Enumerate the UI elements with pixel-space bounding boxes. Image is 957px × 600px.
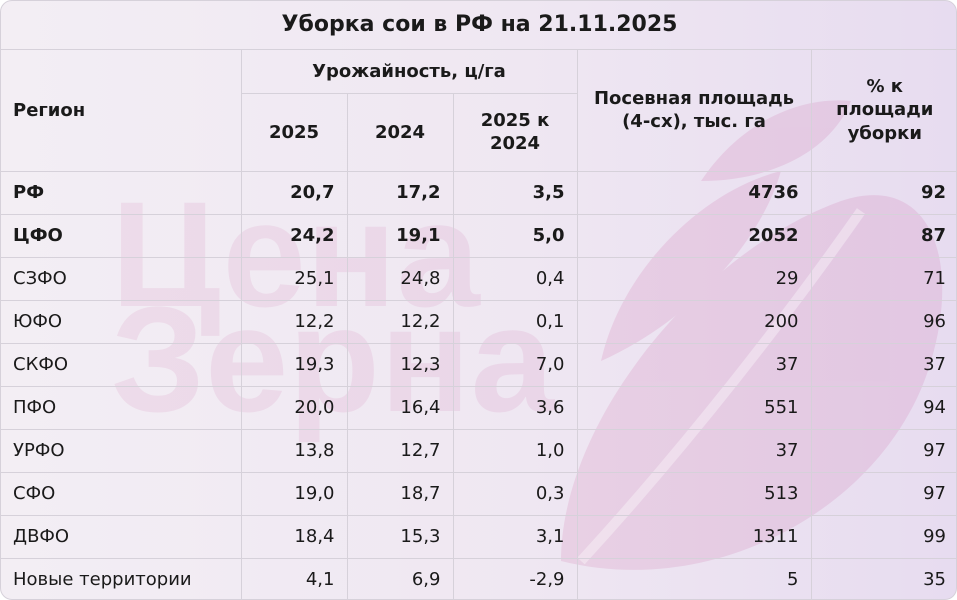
cell-harvest-pct: 71: [810, 256, 956, 301]
table-row: СФО 19,0 18,7 0,3 513 97: [1, 471, 956, 516]
cell-yield-2024: 24,8: [346, 256, 454, 301]
cell-sown-area: 1311: [576, 514, 812, 559]
cell-yield-2024: 17,2: [346, 170, 454, 215]
cell-yield-delta: -2,9: [452, 557, 578, 599]
cell-yield-delta: 0,1: [452, 299, 578, 344]
cell-sown-area: 551: [576, 385, 812, 430]
table-row: СКФО 19,3 12,3 7,0 37 37: [1, 342, 956, 387]
header-year-2024: 2024: [346, 92, 454, 172]
cell-harvest-pct: 92: [810, 170, 956, 215]
cell-yield-delta: 0,4: [452, 256, 578, 301]
cell-harvest-pct: 97: [810, 471, 956, 516]
cell-harvest-pct: 35: [810, 557, 956, 599]
header-harvest-pct: % к площади уборки: [810, 48, 956, 172]
cell-yield-2025: 20,0: [240, 385, 348, 430]
cell-yield-2024: 12,7: [346, 428, 454, 473]
cell-yield-delta: 3,6: [452, 385, 578, 430]
cell-harvest-pct: 94: [810, 385, 956, 430]
cell-region: ЦФО: [1, 213, 242, 258]
cell-region: Новые территории: [1, 557, 242, 599]
cell-harvest-pct: 99: [810, 514, 956, 559]
table-row: ПФО 20,0 16,4 3,6 551 94: [1, 385, 956, 430]
cell-yield-delta: 7,0: [452, 342, 578, 387]
cell-sown-area: 4736: [576, 170, 812, 215]
cell-region: ПФО: [1, 385, 242, 430]
cell-sown-area: 513: [576, 471, 812, 516]
cell-yield-2024: 6,9: [346, 557, 454, 599]
header-delta: 2025 к 2024: [452, 92, 577, 172]
cell-sown-area: 5: [576, 557, 812, 599]
cell-sown-area: 37: [576, 428, 812, 473]
cell-region: СФО: [1, 471, 242, 516]
cell-harvest-pct: 96: [810, 299, 956, 344]
header-region: Регион: [1, 48, 242, 172]
cell-region: СЗФО: [1, 256, 242, 301]
table-row: ДВФО 18,4 15,3 3,1 1311 99: [1, 514, 956, 559]
cell-yield-2025: 12,2: [240, 299, 348, 344]
table-row: УРФО 13,8 12,7 1,0 37 97: [1, 428, 956, 473]
cell-harvest-pct: 87: [810, 213, 956, 258]
cell-region: СКФО: [1, 342, 242, 387]
cell-region: ЮФО: [1, 299, 242, 344]
cell-sown-area: 200: [576, 299, 812, 344]
header-year-2025: 2025: [241, 92, 348, 172]
cell-yield-delta: 0,3: [452, 471, 578, 516]
cell-yield-delta: 3,5: [452, 170, 578, 215]
cell-sown-area: 29: [576, 256, 812, 301]
cell-yield-2025: 19,3: [240, 342, 348, 387]
cell-yield-2024: 12,3: [346, 342, 454, 387]
cell-yield-2025: 24,2: [240, 213, 348, 258]
cell-yield-2024: 12,2: [346, 299, 454, 344]
cell-sown-area: 2052: [576, 213, 812, 258]
cell-yield-2025: 13,8: [240, 428, 348, 473]
cell-yield-delta: 3,1: [452, 514, 578, 559]
table-row: ЦФО 24,2 19,1 5,0 2052 87: [1, 213, 956, 258]
cell-yield-2025: 19,0: [240, 471, 348, 516]
cell-yield-2024: 18,7: [346, 471, 454, 516]
cell-yield-2024: 15,3: [346, 514, 454, 559]
header-yield-group: Урожайность, ц/га: [240, 48, 578, 94]
cell-harvest-pct: 37: [810, 342, 956, 387]
table-row: Новые территории 4,1 6,9 -2,9 5 35: [1, 557, 956, 599]
table-title: Уборка сои в РФ на 21.11.2025: [1, 1, 956, 50]
table-body: РФ 20,7 17,2 3,5 4736 92 ЦФО 24,2 19,1 5,0 2052 87 С…: [1, 170, 956, 599]
cell-yield-2024: 16,4: [346, 385, 454, 430]
cell-region: ДВФО: [1, 514, 242, 559]
cell-yield-2024: 19,1: [346, 213, 454, 258]
cell-yield-2025: 20,7: [240, 170, 348, 215]
cell-harvest-pct: 97: [810, 428, 956, 473]
cell-region: УРФО: [1, 428, 242, 473]
cell-sown-area: 37: [576, 342, 812, 387]
table-row: СЗФО 25,1 24,8 0,4 29 71: [1, 256, 956, 301]
cell-yield-delta: 1,0: [452, 428, 578, 473]
cell-yield-2025: 25,1: [240, 256, 348, 301]
cell-yield-delta: 5,0: [452, 213, 578, 258]
cell-region: РФ: [1, 170, 242, 215]
cell-yield-2025: 4,1: [240, 557, 348, 599]
cell-yield-2025: 18,4: [240, 514, 348, 559]
table-row: ЮФО 12,2 12,2 0,1 200 96: [1, 299, 956, 344]
table-row: РФ 20,7 17,2 3,5 4736 92: [1, 170, 956, 215]
header-sown-area: Посевная площадь (4-сх), тыс. га: [576, 48, 812, 172]
